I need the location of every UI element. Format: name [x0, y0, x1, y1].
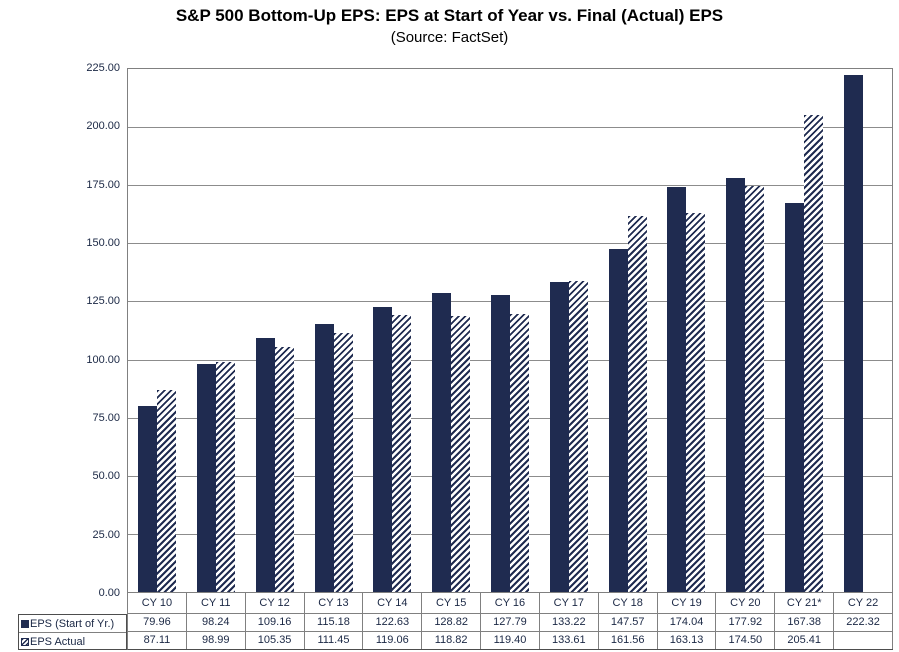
gridline — [128, 185, 892, 187]
category-label: CY 20 — [716, 593, 776, 613]
table-cell: 177.92 — [716, 614, 776, 631]
bar-eps-start — [843, 75, 863, 592]
category-label: CY 16 — [481, 593, 540, 613]
hatched-square-icon — [21, 638, 29, 646]
bar-eps-actual — [451, 315, 471, 592]
table-cell: 119.40 — [481, 632, 540, 649]
solid-square-icon — [21, 619, 29, 628]
y-axis-tick-label: 75.00 — [92, 412, 120, 424]
table-cell: 118.82 — [422, 632, 482, 649]
table-cell: 122.63 — [363, 614, 423, 631]
table-cell: 128.82 — [422, 614, 482, 631]
gridline — [128, 243, 892, 245]
table-cell: 109.16 — [246, 614, 305, 631]
table-cell: 105.35 — [246, 632, 305, 649]
y-axis-tick-label: 225.00 — [86, 62, 120, 74]
category-label: CY 19 — [658, 593, 717, 613]
category-label: CY 11 — [187, 593, 246, 613]
table-cell: 87.11 — [128, 632, 187, 649]
table-cell: 205.41 — [775, 632, 835, 649]
category-label: CY 15 — [422, 593, 482, 613]
bar-eps-start — [314, 324, 334, 592]
bar-eps-start — [255, 338, 275, 592]
category-label: CY 10 — [128, 593, 187, 613]
y-axis-tick-label: 25.00 — [92, 528, 120, 541]
table-cell: 119.06 — [363, 632, 423, 649]
table-cell: 222.32 — [834, 614, 893, 631]
y-axis-tick-label: 0.00 — [98, 587, 120, 599]
table-cell: 79.96 — [128, 614, 187, 631]
bar-eps-actual — [274, 347, 294, 592]
bar-eps-start — [197, 363, 217, 592]
bar-eps-actual — [216, 361, 236, 592]
category-label: CY 22 — [834, 593, 893, 613]
bar-eps-actual — [392, 315, 412, 592]
bar-eps-start — [667, 187, 687, 592]
table-cell — [834, 632, 893, 649]
y-axis-tick-label: 100.00 — [86, 353, 120, 366]
bar-eps-start — [784, 202, 804, 592]
bar-eps-start — [726, 178, 746, 592]
table-cell: 98.24 — [187, 614, 246, 631]
bar-eps-start — [608, 248, 628, 592]
table-cell: 167.38 — [775, 614, 835, 631]
y-axis-tick-label: 200.00 — [86, 120, 120, 133]
gridline — [128, 127, 892, 129]
bar-eps-start — [373, 306, 393, 592]
table-cell: 115.18 — [305, 614, 364, 631]
y-axis-labels: 225.00 200.00 175.00 150.00 125.00 100.00 75.0… — [20, 62, 120, 599]
plot-area — [127, 68, 893, 593]
y-axis-tick-label: 125.00 — [86, 295, 120, 308]
legend-row: EPS (Start of Yr.) — [19, 615, 126, 633]
series-name: EPS Actual — [30, 636, 86, 648]
bar-eps-actual — [803, 114, 823, 592]
table-row: 79.96 98.24 109.16 115.18 122.63 128.82 127.79… — [127, 614, 893, 632]
table-cell: 133.61 — [540, 632, 599, 649]
bar-eps-actual — [568, 281, 588, 592]
legend-row: EPS Actual — [19, 633, 126, 651]
bar-eps-actual — [627, 216, 647, 592]
legend-table: EPS (Start of Yr.) EPS Actual — [18, 614, 127, 650]
bar-eps-start — [549, 282, 569, 592]
bar-eps-start — [138, 406, 158, 592]
bar-eps-start — [491, 294, 510, 592]
y-axis-tick-label: 175.00 — [86, 178, 120, 191]
table-cell: 111.45 — [305, 632, 364, 649]
category-label: CY 13 — [305, 593, 364, 613]
category-label: CY 14 — [363, 593, 423, 613]
x-axis-category-row: CY 10 CY 11 CY 12 CY 13 CY 14 CY 15 CY 16 CY 17… — [127, 593, 893, 614]
table-cell: 133.22 — [540, 614, 599, 631]
bar-eps-actual — [686, 212, 706, 592]
bar-eps-actual — [745, 186, 765, 592]
series-name: EPS (Start of Yr.) — [30, 617, 115, 630]
table-cell: 163.13 — [658, 632, 717, 649]
table-cell: 147.57 — [599, 614, 658, 631]
bar-eps-start — [432, 292, 452, 592]
category-label: CY 21* — [775, 593, 835, 613]
bar-eps-actual — [333, 332, 353, 592]
table-cell: 174.04 — [658, 614, 717, 631]
y-axis-tick-label: 150.00 — [86, 237, 120, 249]
table-cell: 161.56 — [599, 632, 658, 649]
bar-eps-actual — [510, 314, 529, 592]
gridline — [128, 301, 892, 303]
y-axis-tick-label: 50.00 — [92, 470, 120, 483]
category-label: CY 18 — [599, 593, 658, 613]
table-cell: 127.79 — [481, 614, 540, 631]
table-cell: 98.99 — [187, 632, 246, 649]
chart-subtitle: (Source: FactSet) — [390, 29, 509, 46]
chart-title: S&P 500 Bottom-Up EPS: EPS at Start of Y… — [175, 6, 724, 25]
category-label: CY 17 — [540, 593, 599, 613]
category-label: CY 12 — [246, 593, 305, 613]
table-cell: 174.50 — [716, 632, 776, 649]
table-row: 87.11 98.99 105.35 111.45 119.06 118.82 119.40… — [127, 632, 893, 650]
bar-eps-actual — [157, 389, 177, 592]
